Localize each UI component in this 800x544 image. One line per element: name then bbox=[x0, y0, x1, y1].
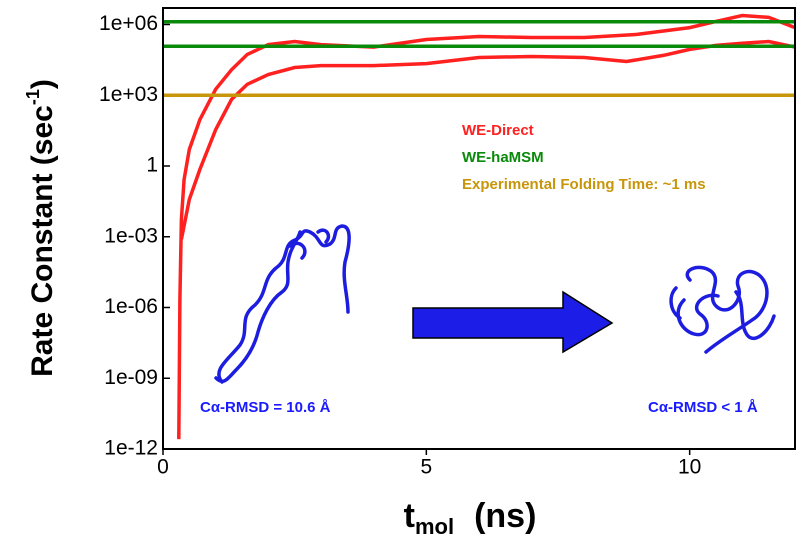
arrow bbox=[412, 290, 614, 354]
x-label-text: t bbox=[404, 497, 415, 535]
y-label-text: Rate Constant (sec bbox=[26, 105, 59, 377]
x-tick-label: 0 bbox=[157, 456, 169, 479]
y-axis-label: Rate Constant (sec-1) bbox=[23, 79, 59, 377]
y-tick-label: 1e-12 bbox=[104, 437, 158, 460]
annotation: Cα-RMSD < 1 Å bbox=[648, 399, 758, 416]
x-tick-label: 10 bbox=[678, 456, 701, 479]
unfolded-protein bbox=[214, 224, 351, 384]
x-label-sub: mol bbox=[415, 514, 454, 539]
series-line bbox=[179, 39, 795, 240]
y-tick-label: 1e-09 bbox=[104, 366, 158, 389]
legend-entry: WE-haMSM bbox=[462, 149, 544, 166]
annotation: Cα-RMSD = 10.6 Å bbox=[200, 399, 331, 416]
y-label-end: ) bbox=[26, 79, 59, 89]
legend-entry: Experimental Folding Time: ~1 ms bbox=[462, 176, 706, 193]
y-tick-label: 1e-06 bbox=[104, 295, 158, 318]
x-axis-label: tmol (ns) bbox=[404, 497, 537, 539]
y-tick-label: 1e+06 bbox=[99, 12, 158, 35]
plot-frame bbox=[162, 7, 796, 450]
y-tick-label: 1e+03 bbox=[99, 83, 158, 106]
x-tick-label: 5 bbox=[420, 456, 432, 479]
x-label-end: (ns) bbox=[474, 497, 536, 535]
y-tick-label: 1e-03 bbox=[104, 224, 158, 247]
y-tick-label: 1 bbox=[146, 154, 158, 177]
y-label-sup: -1 bbox=[23, 89, 43, 105]
legend-entry: WE-Direct bbox=[462, 122, 534, 139]
series-line bbox=[177, 13, 795, 440]
folded-protein bbox=[669, 265, 776, 354]
